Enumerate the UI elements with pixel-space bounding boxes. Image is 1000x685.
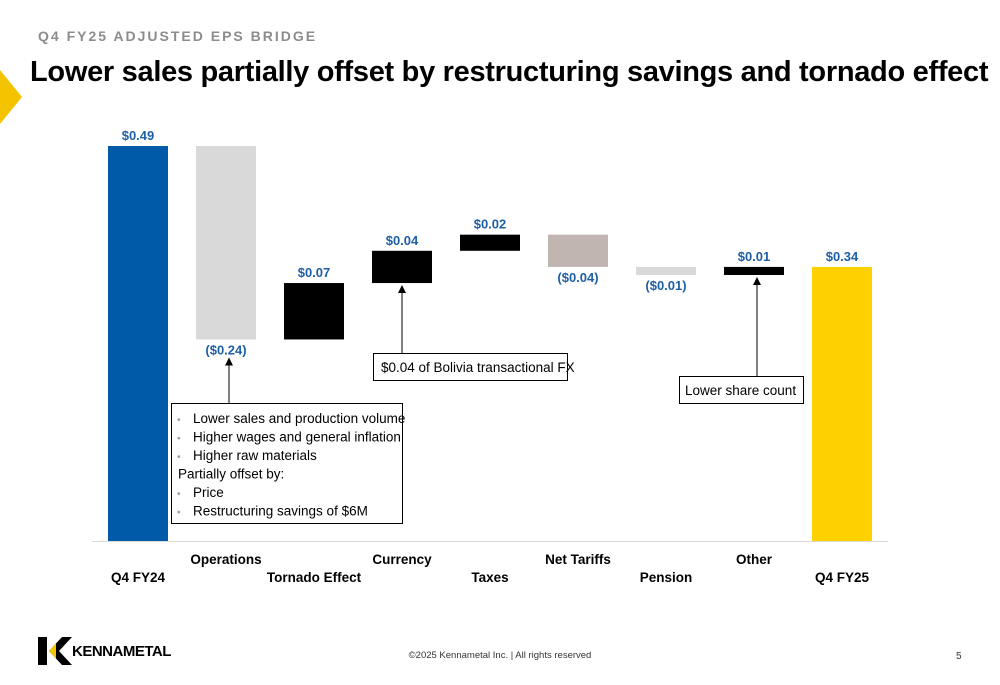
currency-note-text: $0.04 of Bolivia transactional FX [381,360,575,375]
category-label-7: Other [736,552,773,567]
data-label-3: $0.04 [386,233,419,248]
bullet-dot: • [177,489,181,500]
bar-0 [108,146,168,541]
bullet-dot: • [177,508,181,519]
category-label-0: Q4 FY24 [111,570,166,585]
bullet-dot: • [177,415,181,426]
logo-wordmark: KENNAMETAL [72,642,171,660]
category-label-4: Taxes [471,570,508,585]
data-label-1: ($0.24) [205,342,246,357]
data-label-8: $0.34 [826,249,859,264]
kennametal-logo: KENNAMETAL [38,637,171,665]
data-label-6: ($0.01) [645,278,686,293]
operations-offset-heading: Partially offset by: [178,467,284,482]
category-label-8: Q4 FY25 [815,570,870,585]
operations-bullet-2: Higher raw materials [193,448,317,463]
bullet-dot: • [177,452,181,463]
bar-8 [812,266,872,541]
page-title: Lower sales partially offset by restruct… [30,56,989,88]
section-eyebrow: Q4 FY25 ADJUSTED EPS BRIDGE [38,28,318,44]
data-label-0: $0.49 [122,128,155,143]
data-label-4: $0.02 [474,217,507,232]
other-note-text: Lower share count [685,383,796,398]
data-label-7: $0.01 [738,249,771,264]
bullet-dot: • [177,434,181,445]
copyright-text: ©2025 Kennametal Inc. | All rights reser… [408,650,592,661]
kennametal-k-icon [38,637,72,665]
operations-bullet-0: Lower sales and production volume [193,411,405,426]
category-label-3: Currency [372,552,432,567]
operations-note-box [171,403,403,524]
category-label-6: Pension [640,570,693,585]
bar-1 [196,146,256,340]
bar-7 [724,266,784,275]
bar-3 [372,250,432,284]
bar-6 [636,266,696,275]
category-label-1: Operations [190,552,261,567]
operations-offset-bullet-1: Restructuring savings of $6M [193,504,368,519]
accent-triangle [0,70,22,124]
operations-bullet-1: Higher wages and general inflation [193,430,401,445]
category-label-5: Net Tariffs [545,552,611,567]
eps-bridge-chart: $0.49 Q4 FY24 ($0.24) Operations $0.07 Tornad… [92,128,888,585]
category-label-2: Tornado Effect [267,570,362,585]
data-label-5: ($0.04) [557,270,598,285]
page-number: 5 [956,651,962,662]
bar-2 [284,283,344,340]
bar-5 [548,234,608,267]
operations-offset-bullet-0: Price [193,485,224,500]
other-note-box [679,376,804,404]
currency-note-box [373,353,568,381]
bar-4 [460,234,520,251]
data-label-2: $0.07 [298,265,331,280]
